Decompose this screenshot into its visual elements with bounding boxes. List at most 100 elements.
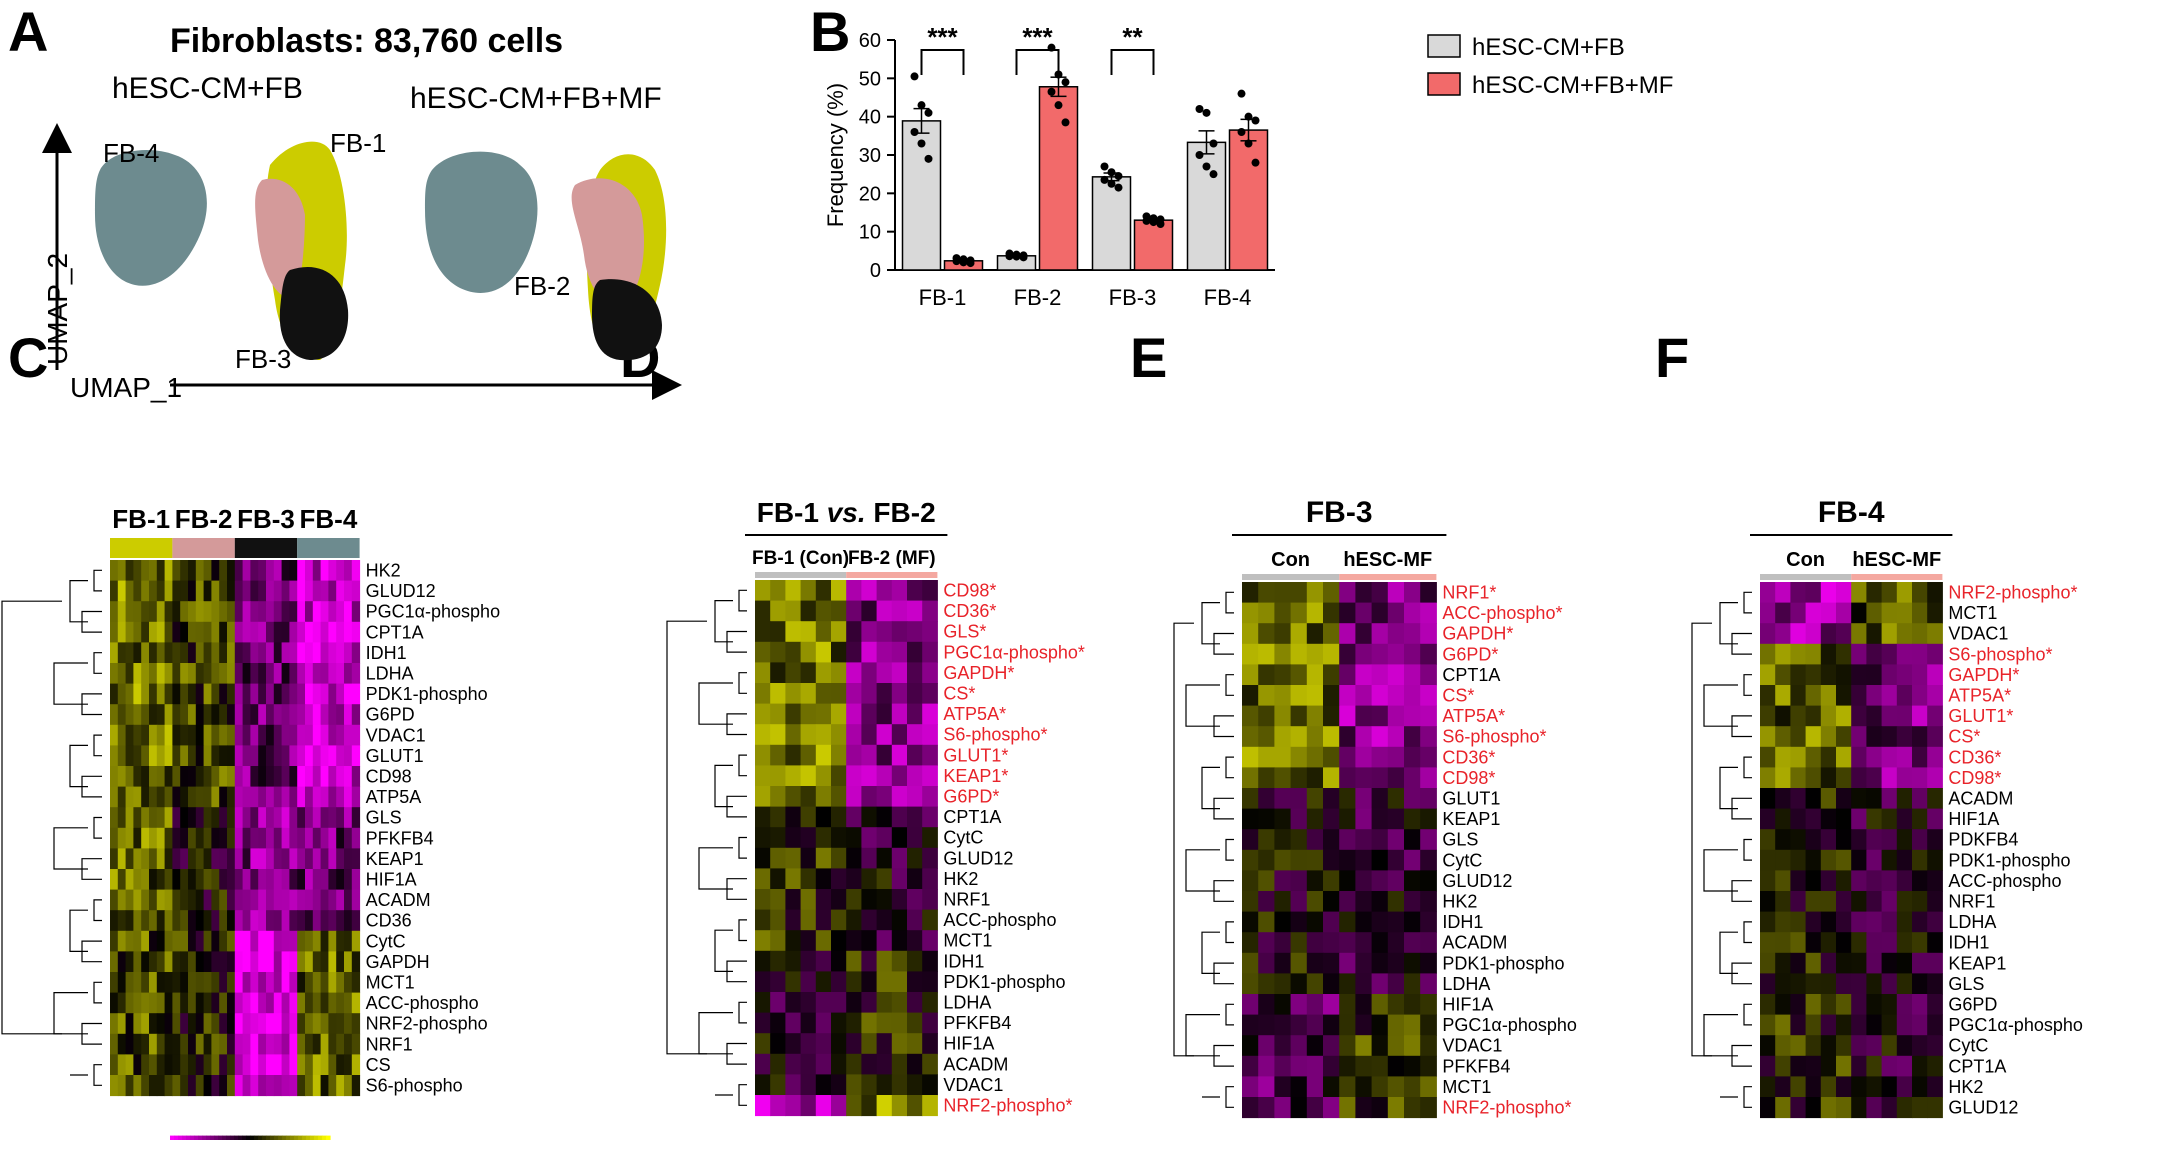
heatmap-cell (1290, 849, 1308, 871)
heatmap-cell (149, 560, 158, 582)
heatmap-cell (1927, 952, 1943, 974)
heatmap-cell (1242, 1097, 1259, 1119)
heatmap-cell (831, 847, 847, 869)
heatmap-cell (876, 621, 893, 643)
heatmap-cell (305, 663, 314, 685)
heatmap-cell (1760, 643, 1776, 665)
heatmap-cell (785, 909, 802, 931)
heatmap-cell (1242, 973, 1259, 995)
heatmap-cell (770, 806, 786, 828)
heatmap-cell (815, 1074, 832, 1096)
heatmap-cell (1805, 994, 1822, 1016)
heatmap-title: FB-4 (1818, 496, 1885, 529)
heatmap-cell (1805, 891, 1822, 913)
heatmap-cell (1258, 623, 1275, 645)
heatmap-cell (219, 1075, 228, 1097)
heatmap-cell (1836, 767, 1852, 789)
heatmap-cell (149, 745, 158, 767)
heatmap-cell (846, 765, 862, 787)
heatmap-cell (1404, 602, 1421, 624)
heatmap-cell (273, 642, 283, 664)
heatmap-cell (1371, 746, 1389, 768)
heatmap-cell (1881, 994, 1898, 1016)
heatmap-cell (219, 951, 228, 973)
heatmap-cell (922, 1053, 938, 1075)
heatmap-cell (1866, 582, 1883, 604)
row-label: NRF1* (1442, 582, 1496, 602)
heatmap-cell (227, 560, 236, 582)
heatmap-cell (861, 724, 878, 746)
heatmap-cell (846, 1074, 862, 1096)
heatmap-cell (1339, 891, 1356, 913)
heatmap-cell (800, 1012, 817, 1034)
heatmap-cell (164, 642, 173, 664)
heatmap-cell (266, 972, 275, 994)
heatmap-cell (1820, 623, 1837, 645)
heatmap-cell (164, 683, 173, 705)
heatmap-cell (320, 560, 329, 582)
heatmap-cell (1775, 1035, 1791, 1057)
heatmap-cell (1896, 808, 1913, 830)
data-point (917, 139, 926, 148)
heatmap-cell (1896, 685, 1913, 707)
heatmap-cell (188, 807, 197, 829)
heatmap-cell (861, 1033, 878, 1055)
heatmap-cell (172, 745, 181, 767)
heatmap-cell (227, 745, 236, 767)
heatmap-cell (156, 807, 166, 829)
heatmap-cell (1274, 643, 1292, 665)
heatmap-cell (1836, 870, 1852, 892)
row-label: PDK1-phospho (1442, 953, 1564, 973)
colorbar-segment (170, 1135, 175, 1140)
heatmap-cell (1760, 932, 1776, 954)
row-label: VDAC1 (366, 725, 426, 745)
group-color-bar (1760, 574, 1852, 580)
heatmap-cell (800, 930, 817, 952)
heatmap-cell (1339, 788, 1356, 810)
heatmap-cell (907, 662, 923, 684)
heatmap-cell (1387, 726, 1405, 748)
data-point (917, 101, 926, 110)
heatmap-cell (336, 745, 345, 767)
heatmap-cell (1881, 808, 1898, 830)
heatmap-cell (305, 930, 314, 952)
dendrogram-branch (1719, 931, 1738, 974)
row-label: GAPDH* (943, 663, 1014, 683)
heatmap-cell (1881, 767, 1898, 789)
heatmap-cell (1775, 767, 1791, 789)
heatmap-cell (172, 683, 181, 705)
heatmap-cell (234, 683, 244, 705)
heatmap-cell (1790, 705, 1807, 727)
colorbar-segment (222, 1135, 227, 1140)
heatmap-cell (1851, 788, 1867, 810)
panel-a: Fibroblasts: 83,760 cells hESC-CM+FB hES… (0, 0, 720, 410)
colorbar-segment (182, 1135, 187, 1140)
heatmap-cell (172, 1033, 181, 1055)
heatmap-cell (305, 889, 314, 911)
heatmap-cell (312, 642, 322, 664)
heatmap-cell (1836, 582, 1852, 604)
heatmap-cell (1404, 1055, 1421, 1077)
heatmap-cell (289, 951, 298, 973)
heatmap-cell (770, 1012, 786, 1034)
heatmap-cell (1912, 602, 1928, 624)
heatmap-cell (1836, 952, 1852, 974)
heatmap-cell (1387, 685, 1405, 707)
heatmap-cell (1760, 1097, 1776, 1119)
heatmap-cell (281, 951, 290, 973)
heatmap-cell (242, 786, 251, 808)
heatmap-cell (1323, 788, 1340, 810)
heatmap-cell (1420, 685, 1437, 707)
heatmap-cell (922, 600, 938, 622)
heatmap-cell (1290, 582, 1308, 604)
heatmap-cell (110, 786, 119, 808)
heatmap-cell (1790, 808, 1807, 830)
heatmap-cell (156, 951, 166, 973)
dendrogram-branch (1719, 602, 1738, 645)
heatmap-cell (117, 869, 127, 891)
row-label: PGC1α-phospho (1442, 1015, 1576, 1035)
heatmap-cell (1242, 685, 1259, 707)
heatmap-cell (1306, 664, 1324, 686)
heatmap-cell (164, 704, 173, 726)
heatmap-cell (281, 683, 290, 705)
